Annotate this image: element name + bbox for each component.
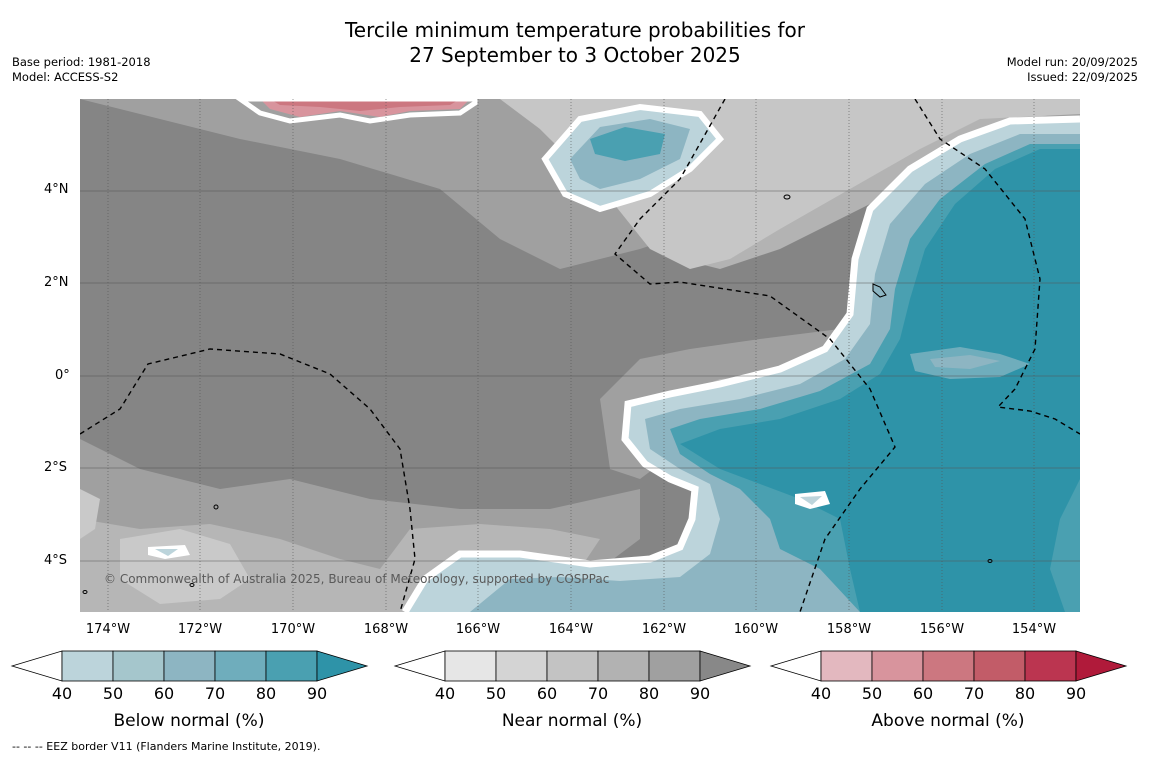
legend-near-tick-70: 70 [587, 684, 609, 703]
below-normal-north-80 [590, 127, 665, 161]
legend-below-tick-90: 90 [306, 684, 328, 703]
lat-tick-2n: 2°N [44, 275, 69, 290]
eez-footnote: -- -- -- EEZ border V11 (Flanders Marine… [12, 740, 321, 753]
legend-above-90-arrow [1075, 650, 1128, 682]
near-normal-60-west [80, 489, 100, 539]
below-normal-east-edge [1050, 479, 1080, 612]
lon-tick-172w: 172°W [177, 622, 223, 637]
legend-above-normal: 40 50 60 70 80 90 Above normal (%) [769, 650, 1128, 731]
legend-near-title: Near normal (%) [501, 711, 643, 731]
legend-bar-above [769, 650, 1128, 682]
legend-near-arrow-left [393, 650, 446, 682]
legend-below-tick-50: 50 [102, 684, 124, 703]
legend-above-50 [871, 650, 924, 682]
lon-tick-156w: 156°W [919, 622, 965, 637]
legend-above-60 [922, 650, 975, 682]
legend-above-tick-50: 50 [861, 684, 883, 703]
legend-near-70 [597, 650, 650, 682]
eez-borders [80, 99, 1080, 612]
legend-near-50 [495, 650, 548, 682]
legend-above-80 [1024, 650, 1077, 682]
legend-below-70 [214, 650, 267, 682]
base-period: Base period: 1981-2018 [12, 55, 151, 69]
legend-below-arrow-left [10, 650, 63, 682]
legend-near-60 [546, 650, 599, 682]
legend-above-arrow-left [769, 650, 822, 682]
lon-tick-164w: 164°W [548, 622, 594, 637]
legend-near-tick-80: 80 [638, 684, 660, 703]
lon-tick-166w: 166°W [455, 622, 501, 637]
legend-bar-below [10, 650, 369, 682]
map-graphic [80, 99, 1080, 612]
lat-tick-4n: 4°N [44, 182, 69, 197]
legend-below-90-arrow [316, 650, 369, 682]
legend-above-40 [820, 650, 873, 682]
legend-above-tick-40: 40 [810, 684, 832, 703]
model-run: Model run: 20/09/2025 [1006, 55, 1138, 69]
meta-left: Base period: 1981-2018 Model: ACCESS-S2 [12, 55, 151, 85]
legend-below-tick-60: 60 [153, 684, 175, 703]
above-normal-boundary [235, 99, 478, 124]
legend-below-80 [265, 650, 318, 682]
legend-below-50 [112, 650, 165, 682]
below-normal-boundary [402, 115, 1080, 612]
legend-near-tick-60: 60 [536, 684, 558, 703]
lon-tick-160w: 160°W [733, 622, 779, 637]
legend-above-tick-90: 90 [1065, 684, 1087, 703]
chart-title: Tercile minimum temperature probabilitie… [0, 18, 1150, 68]
legend-below-tick-70: 70 [204, 684, 226, 703]
legend-below-tick-80: 80 [255, 684, 277, 703]
lat-tick-2s: 2°S [44, 460, 68, 475]
legend-near-40 [444, 650, 497, 682]
lon-tick-162w: 162°W [641, 622, 687, 637]
small-teal-patch-west [155, 549, 178, 556]
islands [82, 194, 993, 594]
legend-below-60 [163, 650, 216, 682]
legend-near-tick-50: 50 [485, 684, 507, 703]
legend-near-normal: 40 50 60 70 80 90 Near normal (%) [393, 650, 752, 731]
title-line-2: 27 September to 3 October 2025 [409, 43, 741, 67]
lon-tick-170w: 170°W [270, 622, 316, 637]
lon-tick-168w: 168°W [363, 622, 409, 637]
lat-tick-4s: 4°S [44, 553, 68, 568]
legend-above-70 [973, 650, 1026, 682]
below-normal-60-streak [930, 355, 1000, 369]
legend-above-tick-80: 80 [1014, 684, 1036, 703]
copyright-notice: © Commonwealth of Australia 2025, Bureau… [104, 572, 610, 586]
below-normal-90-region [680, 149, 1080, 612]
map-lat-lines [80, 190, 1080, 562]
legend-below-title: Below normal (%) [113, 711, 265, 731]
legend-above-tick-70: 70 [963, 684, 985, 703]
legend-above-tick-60: 60 [912, 684, 934, 703]
above-normal-60-region [270, 99, 460, 111]
legend-below-normal: 40 50 60 70 80 90 Below normal (%) [10, 650, 369, 731]
lon-tick-154w: 154°W [1011, 622, 1057, 637]
probability-map: © Commonwealth of Australia 2025, Bureau… [80, 99, 1080, 612]
legend-near-80 [648, 650, 701, 682]
legend-near-90-arrow [699, 650, 752, 682]
issued-date: Issued: 22/09/2025 [1027, 70, 1138, 84]
lon-tick-174w: 174°W [85, 622, 131, 637]
lon-tick-158w: 158°W [826, 622, 872, 637]
model-name: Model: ACCESS-S2 [12, 70, 119, 84]
lat-tick-0: 0° [55, 368, 70, 383]
small-teal-patch-east [800, 496, 822, 505]
legend-near-tick-40: 40 [434, 684, 456, 703]
meta-right: Model run: 20/09/2025 Issued: 22/09/2025 [1007, 55, 1138, 85]
legend-below-40 [61, 650, 114, 682]
legend-bar-near [393, 650, 752, 682]
legend-below-tick-40: 40 [51, 684, 73, 703]
legend-near-tick-90: 90 [689, 684, 711, 703]
legend-above-title: Above normal (%) [871, 711, 1025, 731]
title-line-1: Tercile minimum temperature probabilitie… [344, 18, 806, 42]
